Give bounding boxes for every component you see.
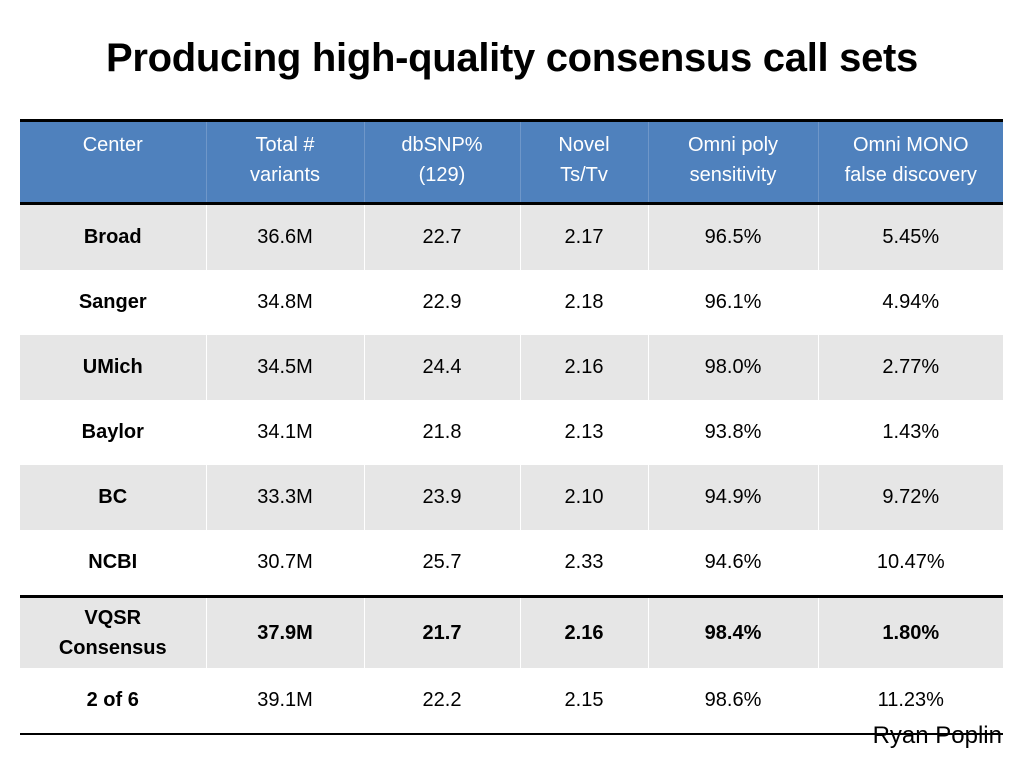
- cell-fdr: 9.72%: [817, 465, 1003, 530]
- cell-total: 34.1M: [205, 400, 364, 465]
- table-row: 2 of 6 39.1M 22.2 2.15 98.6% 11.23%: [20, 668, 1003, 735]
- cell-sensitivity: 94.9%: [647, 465, 818, 530]
- cell-fdr: 4.94%: [817, 270, 1003, 335]
- cell-total: 30.7M: [205, 530, 364, 597]
- cell-tstv: 2.15: [519, 668, 648, 735]
- header-novel-tstv: Novel Ts/Tv: [519, 119, 648, 205]
- cell-fdr: 2.77%: [817, 335, 1003, 400]
- cell-center: BC: [20, 465, 206, 530]
- cell-tstv: 2.16: [519, 595, 648, 668]
- cell-fdr: 11.23%: [817, 668, 1003, 735]
- cell-fdr: 1.43%: [817, 400, 1003, 465]
- table-row-vqsr-consensus: VQSR Consensus 37.9M 21.7 2.16 98.4% 1.80…: [20, 595, 1003, 668]
- cell-center: Baylor: [81, 421, 144, 443]
- header-dbsnp: dbSNP% (129): [363, 119, 520, 205]
- cell-center: Broad: [20, 203, 206, 270]
- table-row: Baylor 34.1M 21.8 2.13 93.8% 1.43%: [20, 400, 1003, 465]
- cell-tstv: 2.10: [519, 465, 648, 530]
- cell-tstv: 2.17: [519, 203, 648, 270]
- table-row: Sanger 34.8M 22.9 2.18 96.1% 4.94%: [20, 270, 1003, 335]
- table-row: BC 33.3M 23.9 2.10 94.9% 9.72%: [20, 465, 1003, 530]
- cell-sensitivity: 98.6%: [647, 668, 818, 735]
- cell-dbsnp: 22.2: [363, 668, 520, 735]
- cell-dbsnp: 21.8: [363, 400, 520, 465]
- cell-total: 37.9M: [205, 595, 364, 668]
- header-center: Center: [20, 119, 206, 205]
- header-omni-poly-sensitivity: Omni poly sensitivity: [647, 119, 818, 205]
- cell-dbsnp: 25.7: [363, 530, 520, 597]
- header-omni-mono-fdr: Omni MONO false discovery: [817, 119, 1003, 205]
- slide-title: Producing high-quality consensus call se…: [105, 36, 918, 80]
- cell-dbsnp: 21.7: [363, 595, 520, 668]
- cell-total: 39.1M: [205, 668, 364, 735]
- cell-dbsnp: 22.7: [363, 203, 520, 270]
- cell-sensitivity: 93.8%: [647, 400, 818, 465]
- cell-total: 34.5M: [205, 335, 364, 400]
- cell-center: 2 of 6: [20, 668, 206, 735]
- cell-sensitivity: 96.1%: [647, 270, 818, 335]
- cell-tstv: 2.16: [519, 335, 648, 400]
- cell-center: Sanger: [78, 291, 147, 313]
- table-row: NCBI 30.7M 25.7 2.33 94.6% 10.47%: [20, 530, 1003, 597]
- cell-center: UMich: [20, 335, 206, 400]
- cell-center: NCBI: [88, 551, 138, 573]
- cell-tstv: 2.13: [519, 400, 648, 465]
- cell-tstv: 2.18: [519, 270, 648, 335]
- cell-dbsnp: 22.9: [363, 270, 520, 335]
- cell-tstv: 2.33: [519, 530, 648, 597]
- cell-total: 33.3M: [205, 465, 364, 530]
- results-table-container: Center Total # variants dbSNP% (129) Novel…: [20, 119, 1003, 735]
- results-table: Center Total # variants dbSNP% (129) Novel…: [20, 119, 1003, 735]
- cell-fdr: 1.80%: [817, 595, 1003, 668]
- author-credit: Ryan Poplin: [872, 722, 1002, 749]
- cell-sensitivity: 98.0%: [647, 335, 818, 400]
- header-total-variants: Total # variants: [205, 119, 364, 205]
- cell-dbsnp: 23.9: [363, 465, 520, 530]
- cell-total: 34.8M: [205, 270, 364, 335]
- cell-sensitivity: 98.4%: [647, 595, 818, 668]
- cell-sensitivity: 94.6%: [647, 530, 818, 597]
- table-row: Broad 36.6M 22.7 2.17 96.5% 5.45%: [20, 203, 1003, 270]
- cell-total: 36.6M: [205, 203, 364, 270]
- cell-dbsnp: 24.4: [363, 335, 520, 400]
- table-header-row: Center Total # variants dbSNP% (129) Novel…: [20, 119, 1003, 205]
- cell-center: VQSR Consensus: [20, 595, 206, 668]
- cell-fdr: 5.45%: [817, 203, 1003, 270]
- cell-fdr: 10.47%: [817, 530, 1003, 597]
- cell-sensitivity: 96.5%: [647, 203, 818, 270]
- table-row: UMich 34.5M 24.4 2.16 98.0% 2.77%: [20, 335, 1003, 400]
